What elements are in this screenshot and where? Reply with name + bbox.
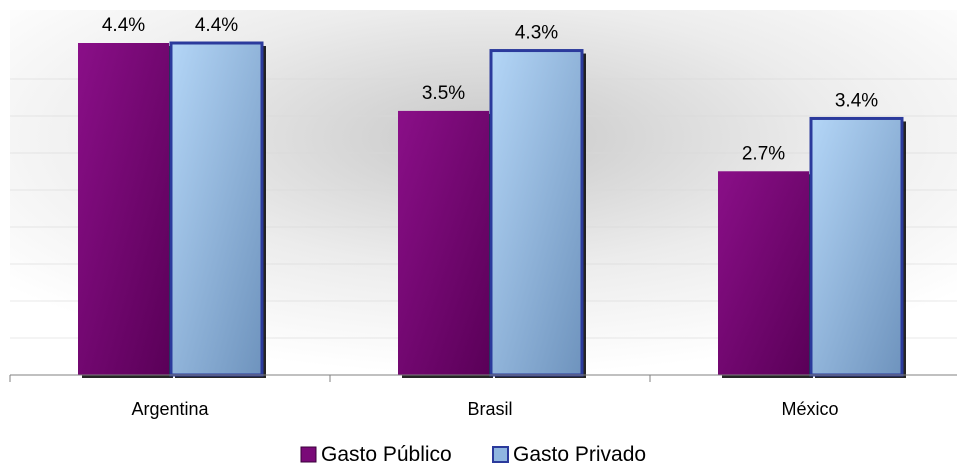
- category-label: Argentina: [131, 399, 209, 419]
- bar-gasto-privado: [809, 116, 904, 377]
- bars: [78, 41, 906, 379]
- bar-gasto-privado: [169, 41, 264, 377]
- legend-swatch: [492, 446, 509, 463]
- data-label: 4.3%: [515, 23, 558, 44]
- x-axis: Argentina Brasil México: [9, 374, 957, 419]
- legend-swatch: [300, 446, 317, 463]
- category-label: Brasil: [467, 399, 512, 419]
- bar-gasto-publico: [398, 110, 489, 375]
- data-label: 2.7%: [742, 143, 785, 164]
- legend-label: Gasto Privado: [513, 443, 646, 465]
- legend-label: Gasto Público: [321, 443, 452, 465]
- bar-gasto-publico: [78, 43, 169, 375]
- value-labels: 4.4% 4.4% 3.5% 4.3% 2.7% 3.4%: [102, 15, 878, 164]
- category-label: México: [781, 399, 838, 419]
- data-label: 3.4%: [835, 90, 878, 111]
- bar-gasto-publico: [718, 171, 809, 375]
- legend: Gasto Público Gasto Privado: [300, 443, 646, 465]
- data-label: 3.5%: [422, 83, 465, 104]
- data-label: 4.4%: [102, 15, 145, 36]
- data-label: 4.4%: [195, 15, 238, 36]
- bar-gasto-privado: [489, 49, 584, 377]
